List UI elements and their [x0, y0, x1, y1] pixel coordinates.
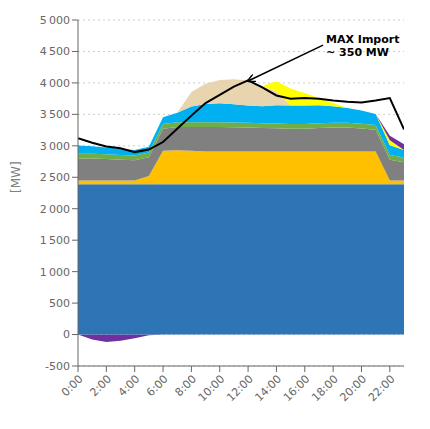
svg-text:14:00: 14:00 — [252, 372, 284, 404]
svg-text:10:00: 10:00 — [196, 372, 228, 404]
svg-text:20:00: 20:00 — [338, 372, 370, 404]
svg-text:1 000: 1 000 — [40, 266, 70, 279]
svg-text:2 000: 2 000 — [40, 203, 70, 216]
svg-text:4 000: 4 000 — [40, 77, 70, 90]
svg-text:MAX Import~ 350 MW: MAX Import~ 350 MW — [326, 32, 399, 58]
svg-text:6:00: 6:00 — [144, 372, 171, 399]
svg-text:12:00: 12:00 — [224, 372, 256, 404]
svg-text:16:00: 16:00 — [281, 372, 313, 404]
svg-text:2:00: 2:00 — [87, 372, 114, 399]
svg-text:8:00: 8:00 — [172, 372, 199, 400]
svg-text:18:00: 18:00 — [309, 372, 341, 404]
svg-text:22:00: 22:00 — [366, 372, 398, 404]
svg-text:2 500: 2 500 — [40, 171, 70, 184]
svg-text:4 500: 4 500 — [40, 45, 70, 58]
svg-text:0: 0 — [63, 328, 70, 341]
svg-text:500: 500 — [49, 297, 70, 310]
svg-text:1 500: 1 500 — [40, 234, 70, 247]
svg-text:3 500: 3 500 — [40, 108, 70, 121]
svg-text:4:00: 4:00 — [116, 372, 143, 399]
svg-text:5 000: 5 000 — [40, 14, 70, 27]
svg-text:0:00: 0:00 — [59, 372, 86, 399]
svg-text:3 000: 3 000 — [40, 140, 70, 153]
svg-text:-500: -500 — [45, 360, 70, 373]
svg-text:[MW]: [MW] — [9, 161, 23, 193]
